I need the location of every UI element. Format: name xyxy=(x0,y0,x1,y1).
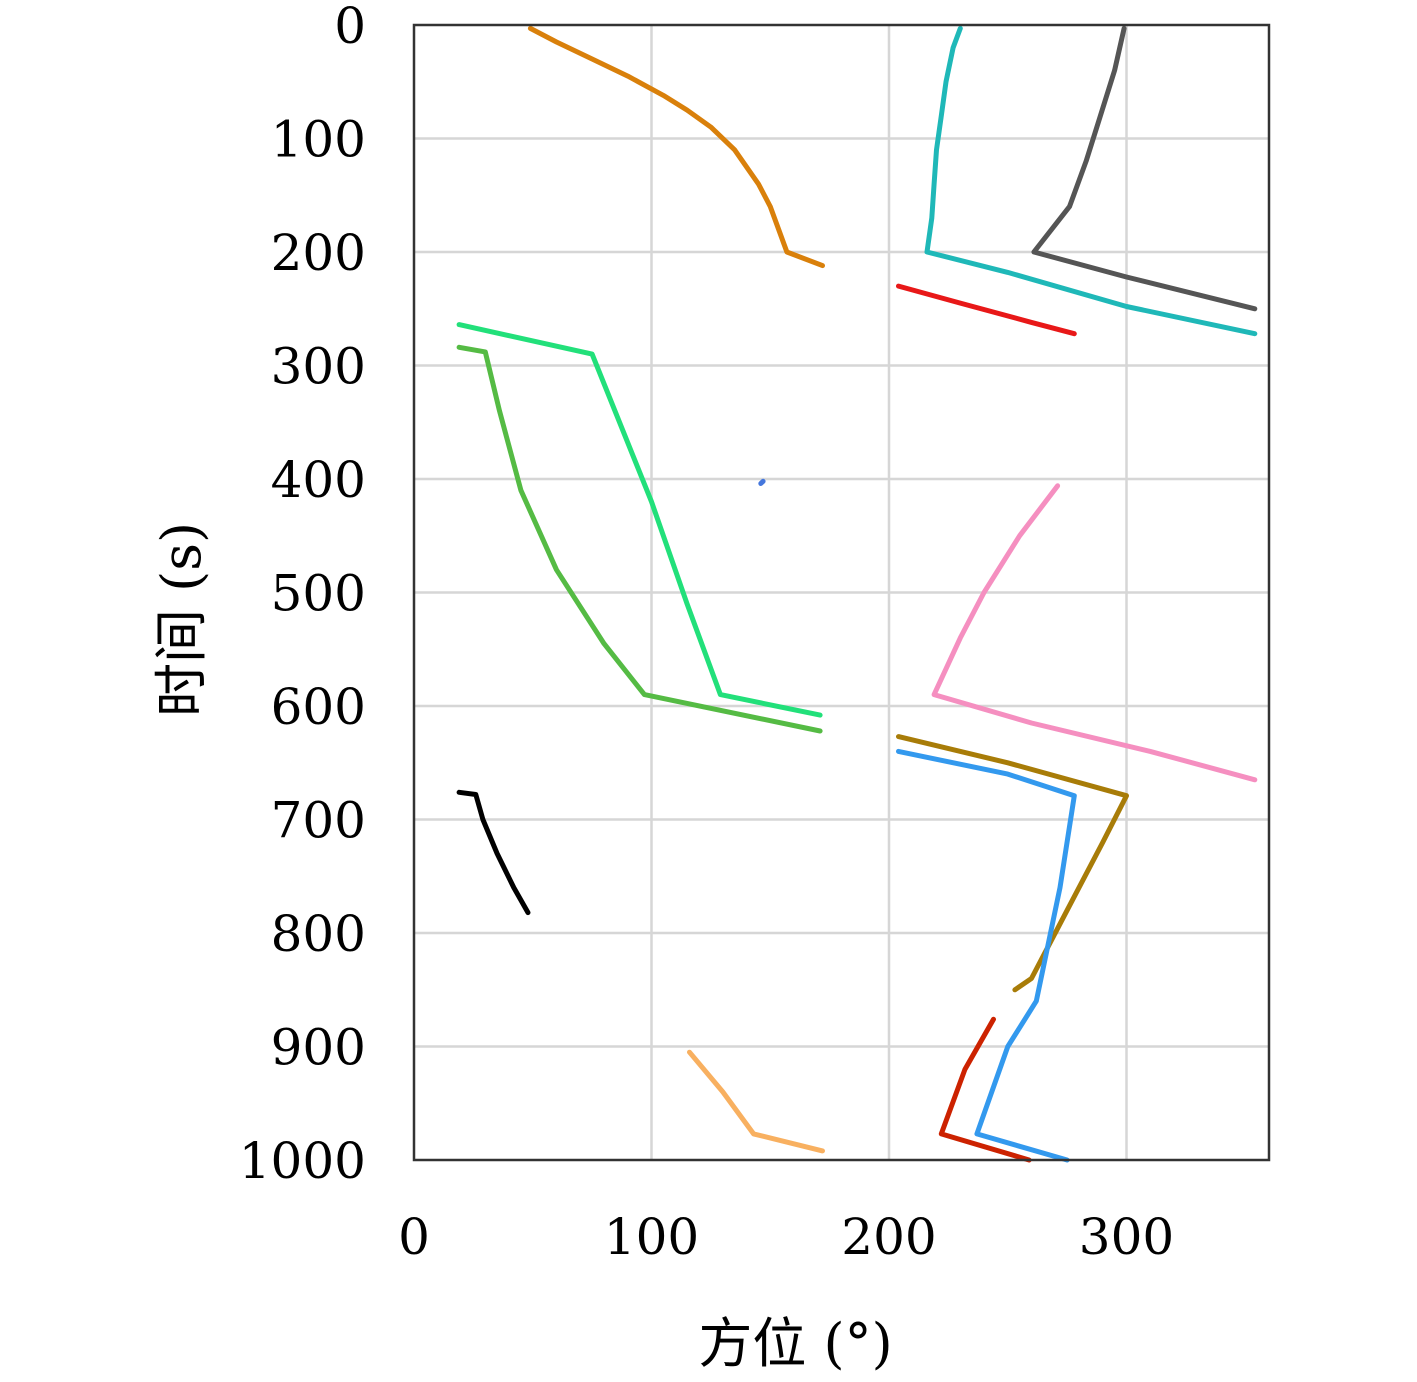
y-tick-label: 100 xyxy=(271,111,366,169)
series-tracks xyxy=(456,25,1258,1163)
y-tick-label: 600 xyxy=(271,678,366,736)
y-tick-label: 1000 xyxy=(239,1132,366,1190)
series-track-5 xyxy=(456,322,823,718)
series-track-2 xyxy=(924,25,1258,337)
y-tick-label: 900 xyxy=(271,1019,366,1077)
series-track-9 xyxy=(456,789,531,916)
series-track-1 xyxy=(527,25,825,269)
series-track-10 xyxy=(896,734,1129,993)
y-tick-label: 0 xyxy=(334,0,366,55)
series-track-11 xyxy=(896,748,1077,1163)
x-tick-labels: 0 100 200 300 xyxy=(398,1208,1174,1266)
y-tick-label: 300 xyxy=(271,338,366,396)
plot-frame xyxy=(412,23,1271,1162)
x-tick-label: 300 xyxy=(1079,1208,1174,1266)
y-axis-title: 时间 (s) xyxy=(150,522,213,717)
x-tick-label: 200 xyxy=(841,1208,936,1266)
series-track-3 xyxy=(1031,25,1258,312)
x-tick-label: 100 xyxy=(604,1208,699,1266)
y-tick-label: 400 xyxy=(271,451,366,509)
y-tick-label: 800 xyxy=(271,905,366,963)
x-tick-label: 0 xyxy=(398,1208,430,1266)
series-track-8 xyxy=(931,483,1258,783)
series-track-12 xyxy=(938,1016,1032,1163)
grid xyxy=(414,25,1269,1160)
y-tick-label: 500 xyxy=(271,565,366,623)
series-track-7 xyxy=(758,478,766,486)
series-track-4 xyxy=(896,283,1077,337)
y-tick-label: 700 xyxy=(271,792,366,850)
series-track-6 xyxy=(456,344,823,734)
series-track-13 xyxy=(687,1049,825,1154)
x-axis-title: 方位 (°) xyxy=(698,1312,892,1375)
y-tick-labels: 0 100 200 300 400 500 600 700 800 900 1000 xyxy=(239,0,366,1190)
y-tick-label: 200 xyxy=(271,224,366,282)
